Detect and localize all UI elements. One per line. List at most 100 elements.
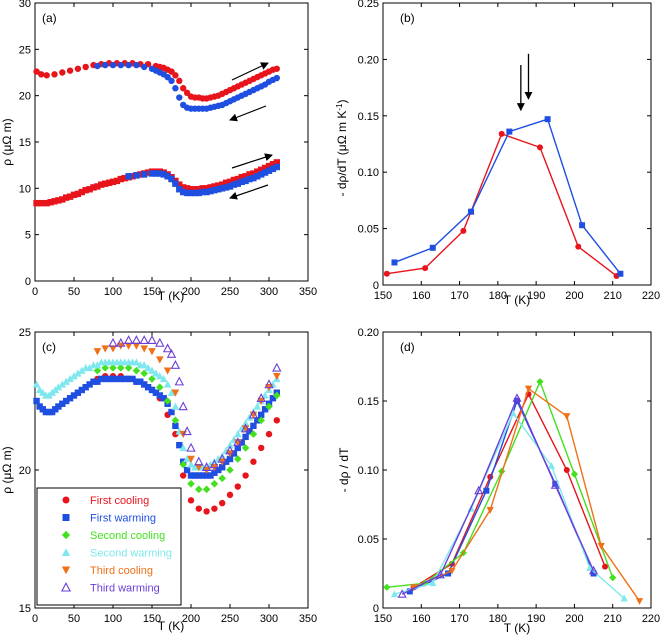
- panel-a-point-warming-lower: [254, 173, 261, 180]
- panel-a-point-warming-lower: [172, 180, 179, 187]
- panel-a-point-warming-lower: [199, 188, 206, 196]
- panel-a-ticks: 0 50 100 150 200 250 300 350 0 5 10 15 20 25 30: [19, 0, 317, 298]
- panel-d-point-third-cooling: [597, 542, 605, 550]
- panel-d-line-third-warming: [401, 396, 595, 595]
- panel-a-point-warming-lower: [226, 183, 234, 190]
- panel-c-point-second-cooling: [148, 375, 156, 383]
- legend-label-0: First cooling: [90, 495, 149, 507]
- panel-c-point-first-warming: [125, 375, 132, 383]
- legend-marker-0: [62, 496, 70, 504]
- panel-d-xtick-label: 160: [412, 613, 430, 625]
- panel-a-point-warming-upper: [102, 61, 109, 69]
- panel-c-point-second-cooling: [195, 485, 203, 494]
- panel-b-ytick-label: 0.10: [358, 167, 379, 179]
- panel-a: (a) T (K) ρ (μΩ m) 0 50 100 150 200 250 300 350…: [0, 0, 317, 303]
- panel-a-ytick-label: 0: [25, 276, 31, 288]
- panel-a-point-cooling-lower: [109, 178, 117, 186]
- panel-c-point-second-warming: [187, 460, 195, 468]
- panel-c-point-third-warming: [162, 343, 173, 353]
- panel-c-point-first-warming: [254, 417, 261, 424]
- panel-d-point-third-warming: [512, 393, 522, 402]
- panel-c-point-third-cooling: [195, 464, 203, 472]
- panel-b-ytick-label: 0.05: [358, 224, 379, 236]
- panel-b-xtick-label: 220: [642, 290, 660, 302]
- panel-a-point-warming-upper: [172, 85, 179, 92]
- panel-c-point-first-warming: [105, 375, 113, 383]
- panel-a-point-cooling-lower: [269, 161, 277, 168]
- panel-c-point-first-warming: [144, 384, 152, 391]
- panel-a-point-cooling-lower: [144, 169, 152, 176]
- panel-a-point-warming-upper: [141, 63, 148, 71]
- panel-a-xtick-label: 0: [32, 286, 38, 298]
- panel-a-ytick-label: 10: [19, 183, 31, 195]
- panel-a-point-cooling-lower: [43, 199, 50, 207]
- panel-b-xtick-label: 150: [374, 290, 392, 302]
- panel-a-point-warming-upper: [94, 62, 101, 70]
- panel-b-ticks: 150 160 170 180 190 200 210 220 0 0.05 0.10 0.15 0.2…: [358, 0, 661, 302]
- panel-d-point-first-warming: [406, 588, 413, 595]
- panel-a-arrow-down-cooling: [229, 105, 267, 122]
- panel-d-point-second-cooling: [383, 583, 391, 591]
- panel-a-point-cooling-upper: [176, 77, 183, 85]
- panel-c-point-second-cooling: [163, 397, 172, 405]
- panel-d-ytick-label: 0.15: [358, 396, 379, 408]
- panel-c-point-second-warming: [58, 380, 67, 388]
- panel-b-line-cooling: [386, 132, 617, 277]
- panel-d-point-first-cooling: [602, 563, 609, 570]
- panel-c-point-second-warming: [163, 380, 172, 388]
- panel-a-point-cooling-lower: [203, 185, 210, 192]
- panel-a-point-cooling-lower: [258, 166, 265, 173]
- panel-d-xtick-label: 210: [604, 613, 622, 625]
- panel-c-point-first-warming: [183, 466, 191, 474]
- panel-c-point-first-cooling: [234, 483, 241, 490]
- panel-a-point-warming-lower: [207, 187, 214, 195]
- panel-c-point-first-warming: [98, 375, 105, 383]
- panel-a-point-cooling-lower: [219, 181, 226, 188]
- panel-a-point-cooling-lower: [137, 171, 144, 178]
- panel-c-point-second-cooling: [234, 455, 242, 463]
- panel-d-marks: [383, 378, 644, 605]
- panel-b-xlabel: T (K): [504, 293, 530, 307]
- panel-b-xtick-label: 190: [527, 290, 545, 302]
- panel-d-point-third-warming: [589, 565, 599, 575]
- panel-c-point-third-warming: [248, 409, 259, 419]
- panel-a-point-cooling-lower: [86, 186, 93, 193]
- panel-c-point-second-cooling: [93, 366, 102, 375]
- panel-c-point-third-cooling: [171, 389, 180, 397]
- panel-c-point-first-warming: [86, 381, 93, 388]
- panel-c-point-second-warming: [159, 374, 168, 383]
- panel-a-point-cooling-lower: [230, 176, 238, 184]
- legend-marker-1: [62, 514, 70, 521]
- panel-c-point-first-cooling: [211, 505, 218, 512]
- panel-c-point-first-warming: [172, 422, 179, 430]
- panel-c-point-first-cooling: [219, 499, 226, 507]
- panel-d-point-second-cooling: [570, 470, 579, 478]
- panel-a-point-warming-upper: [273, 74, 280, 82]
- panel-c-point-first-warming: [211, 469, 218, 476]
- panel-c-point-first-warming: [215, 466, 222, 474]
- panel-d-ytick-label: 0.05: [358, 534, 379, 546]
- panel-c-xtick-label: 50: [68, 613, 80, 625]
- panel-c-point-second-warming: [74, 369, 82, 377]
- panel-c-point-second-warming: [70, 372, 78, 380]
- panel-c-point-second-cooling: [241, 444, 250, 452]
- panel-b-point-cooling: [575, 243, 582, 250]
- panel-c-legend-box: [36, 487, 182, 606]
- panel-c-point-first-warming: [234, 444, 241, 452]
- panel-c-point-third-warming: [272, 362, 282, 372]
- panel-c-point-second-cooling: [218, 474, 226, 483]
- panel-a-point-cooling-lower: [207, 184, 214, 191]
- panel-c-point-first-warming: [70, 392, 78, 399]
- panel-a-point-cooling-lower: [121, 174, 128, 182]
- panel-a-point-cooling-lower: [78, 188, 85, 196]
- panel-a-point-warming-lower: [273, 163, 280, 171]
- panel-c-point-first-warming: [102, 375, 109, 383]
- panel-c-point-first-warming: [207, 472, 214, 479]
- panel-a-point-cooling-lower: [191, 186, 199, 193]
- panel-c-xtick-label: 250: [221, 613, 239, 625]
- panel-a-ytick-label: 5: [25, 230, 31, 242]
- panel-a-point-cooling-lower: [254, 168, 261, 175]
- panel-b: (b) T (K) - dρ/dT (μΩ m K-1) 150 160 170 18…: [335, 0, 660, 307]
- panel-c-point-second-cooling: [140, 369, 148, 378]
- panel-a-point-cooling-upper: [172, 72, 179, 79]
